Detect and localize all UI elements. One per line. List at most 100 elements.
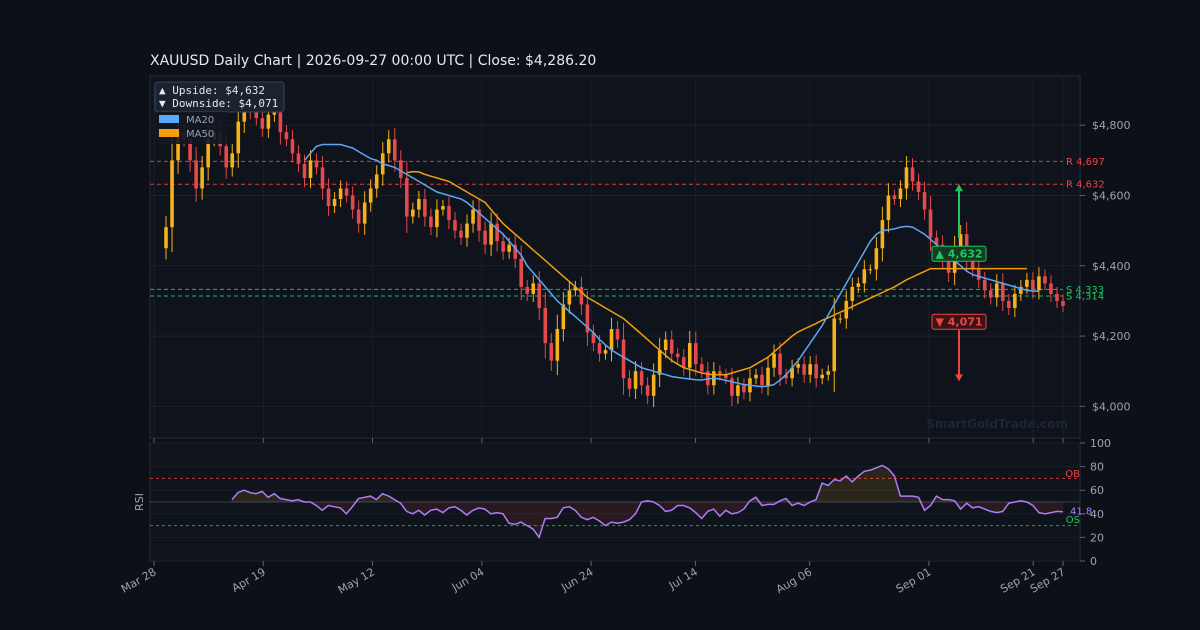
candle-body [302,163,307,178]
candles [164,89,1065,408]
candle-body [254,111,259,119]
candle-body [657,350,662,375]
rsi-axis-label: RSI [133,493,146,511]
candle-body [453,220,457,231]
candle-body [519,258,523,287]
candle-body [838,318,843,320]
candle-body [808,364,812,375]
price-y-axis: $4,000 $4,200 $4,400 $4,600 $4,800 [1080,119,1131,413]
candle-body [994,283,999,298]
candle-body [627,378,632,389]
candle-body [790,367,794,379]
candle-body [663,339,668,351]
candle-body [507,244,511,252]
candle-body [236,121,241,154]
candle-body [350,195,355,210]
candle-body [928,209,933,238]
candle-body [1043,276,1047,284]
rsi-bull-fill [232,465,1063,502]
rsi-last-value: 41.8 [1070,507,1092,518]
candle-body [356,209,361,224]
candle-body [1049,283,1053,294]
candle-body [176,132,180,161]
ma20-line [303,143,1039,388]
candle-body [718,371,722,375]
candle-body [910,167,915,182]
rsi-tick-label: 60 [1090,484,1104,497]
candle-body [1037,276,1041,291]
candle-body [892,195,897,200]
candle-body [862,269,867,284]
price-tick-label: $4,400 [1092,260,1131,273]
candle-body [988,290,993,298]
rsi-tick-label: 20 [1090,531,1104,544]
legend-upside: ▲ Upside: $4,632 [159,84,265,97]
candle-body [573,286,578,291]
candle-body [567,290,572,305]
candle-body [880,220,885,249]
candle-body [374,174,379,189]
candle-body [489,223,493,245]
price-tick-label: $4,600 [1092,189,1131,202]
rsi-tick-label: 100 [1090,437,1111,450]
candle-body [675,353,680,358]
candle-body [326,188,331,207]
candle-body [669,339,674,354]
candle-body [537,283,542,308]
candle-body [736,385,740,396]
price-tick-label: $4,800 [1092,119,1131,132]
candle-body [597,343,602,354]
rsi-ob-label: OB [1065,469,1080,480]
candle-body [934,237,939,245]
support-level-label: S 4,333 [1066,285,1104,296]
candle-body [784,374,788,379]
candle-body [411,209,415,217]
candle-body [170,160,174,228]
downside-target-badge [931,313,987,330]
candle-body [164,227,168,249]
candle-body [465,223,469,238]
candle-body [405,177,409,217]
candle-body [633,371,638,389]
candle-body [435,209,439,228]
candle-body [194,160,198,189]
candle-body [561,304,566,330]
candle-body [1031,279,1035,291]
candle-body [874,248,879,270]
candle-body [772,353,776,368]
candle-body [1001,283,1005,301]
candle-body [1055,293,1059,301]
candle-body [579,286,584,305]
candle-body [447,206,451,221]
upside-target-label: ▲ 4,632 [935,248,982,261]
candle-body [314,160,319,168]
candle-body [338,188,343,200]
downside-target-label: ▼ 4,071 [935,316,982,329]
candle-body [525,286,530,294]
rsi-tick-label: 40 [1090,508,1104,521]
candle-body [188,139,192,161]
rsi-fill [232,465,1063,538]
candle-body [362,202,367,224]
candle-body [760,374,764,386]
candle-body [1007,300,1011,308]
candle-body [766,367,770,386]
candle-body [513,244,517,259]
candle-body [958,234,963,249]
candle-body [459,230,463,238]
rsi-line [231,464,1064,540]
candle-body [549,343,554,361]
candle-body [754,374,758,379]
candle-body [224,146,229,168]
price-tick-label: $4,000 [1092,400,1131,413]
candle-body [639,371,644,386]
candle-body [483,230,487,245]
candle-body [417,199,421,210]
candle-body [477,209,481,231]
candle-body [603,350,608,354]
candle-body [982,279,987,291]
candle-body [266,114,271,129]
candle-body [681,357,686,368]
candle-body [814,364,818,379]
